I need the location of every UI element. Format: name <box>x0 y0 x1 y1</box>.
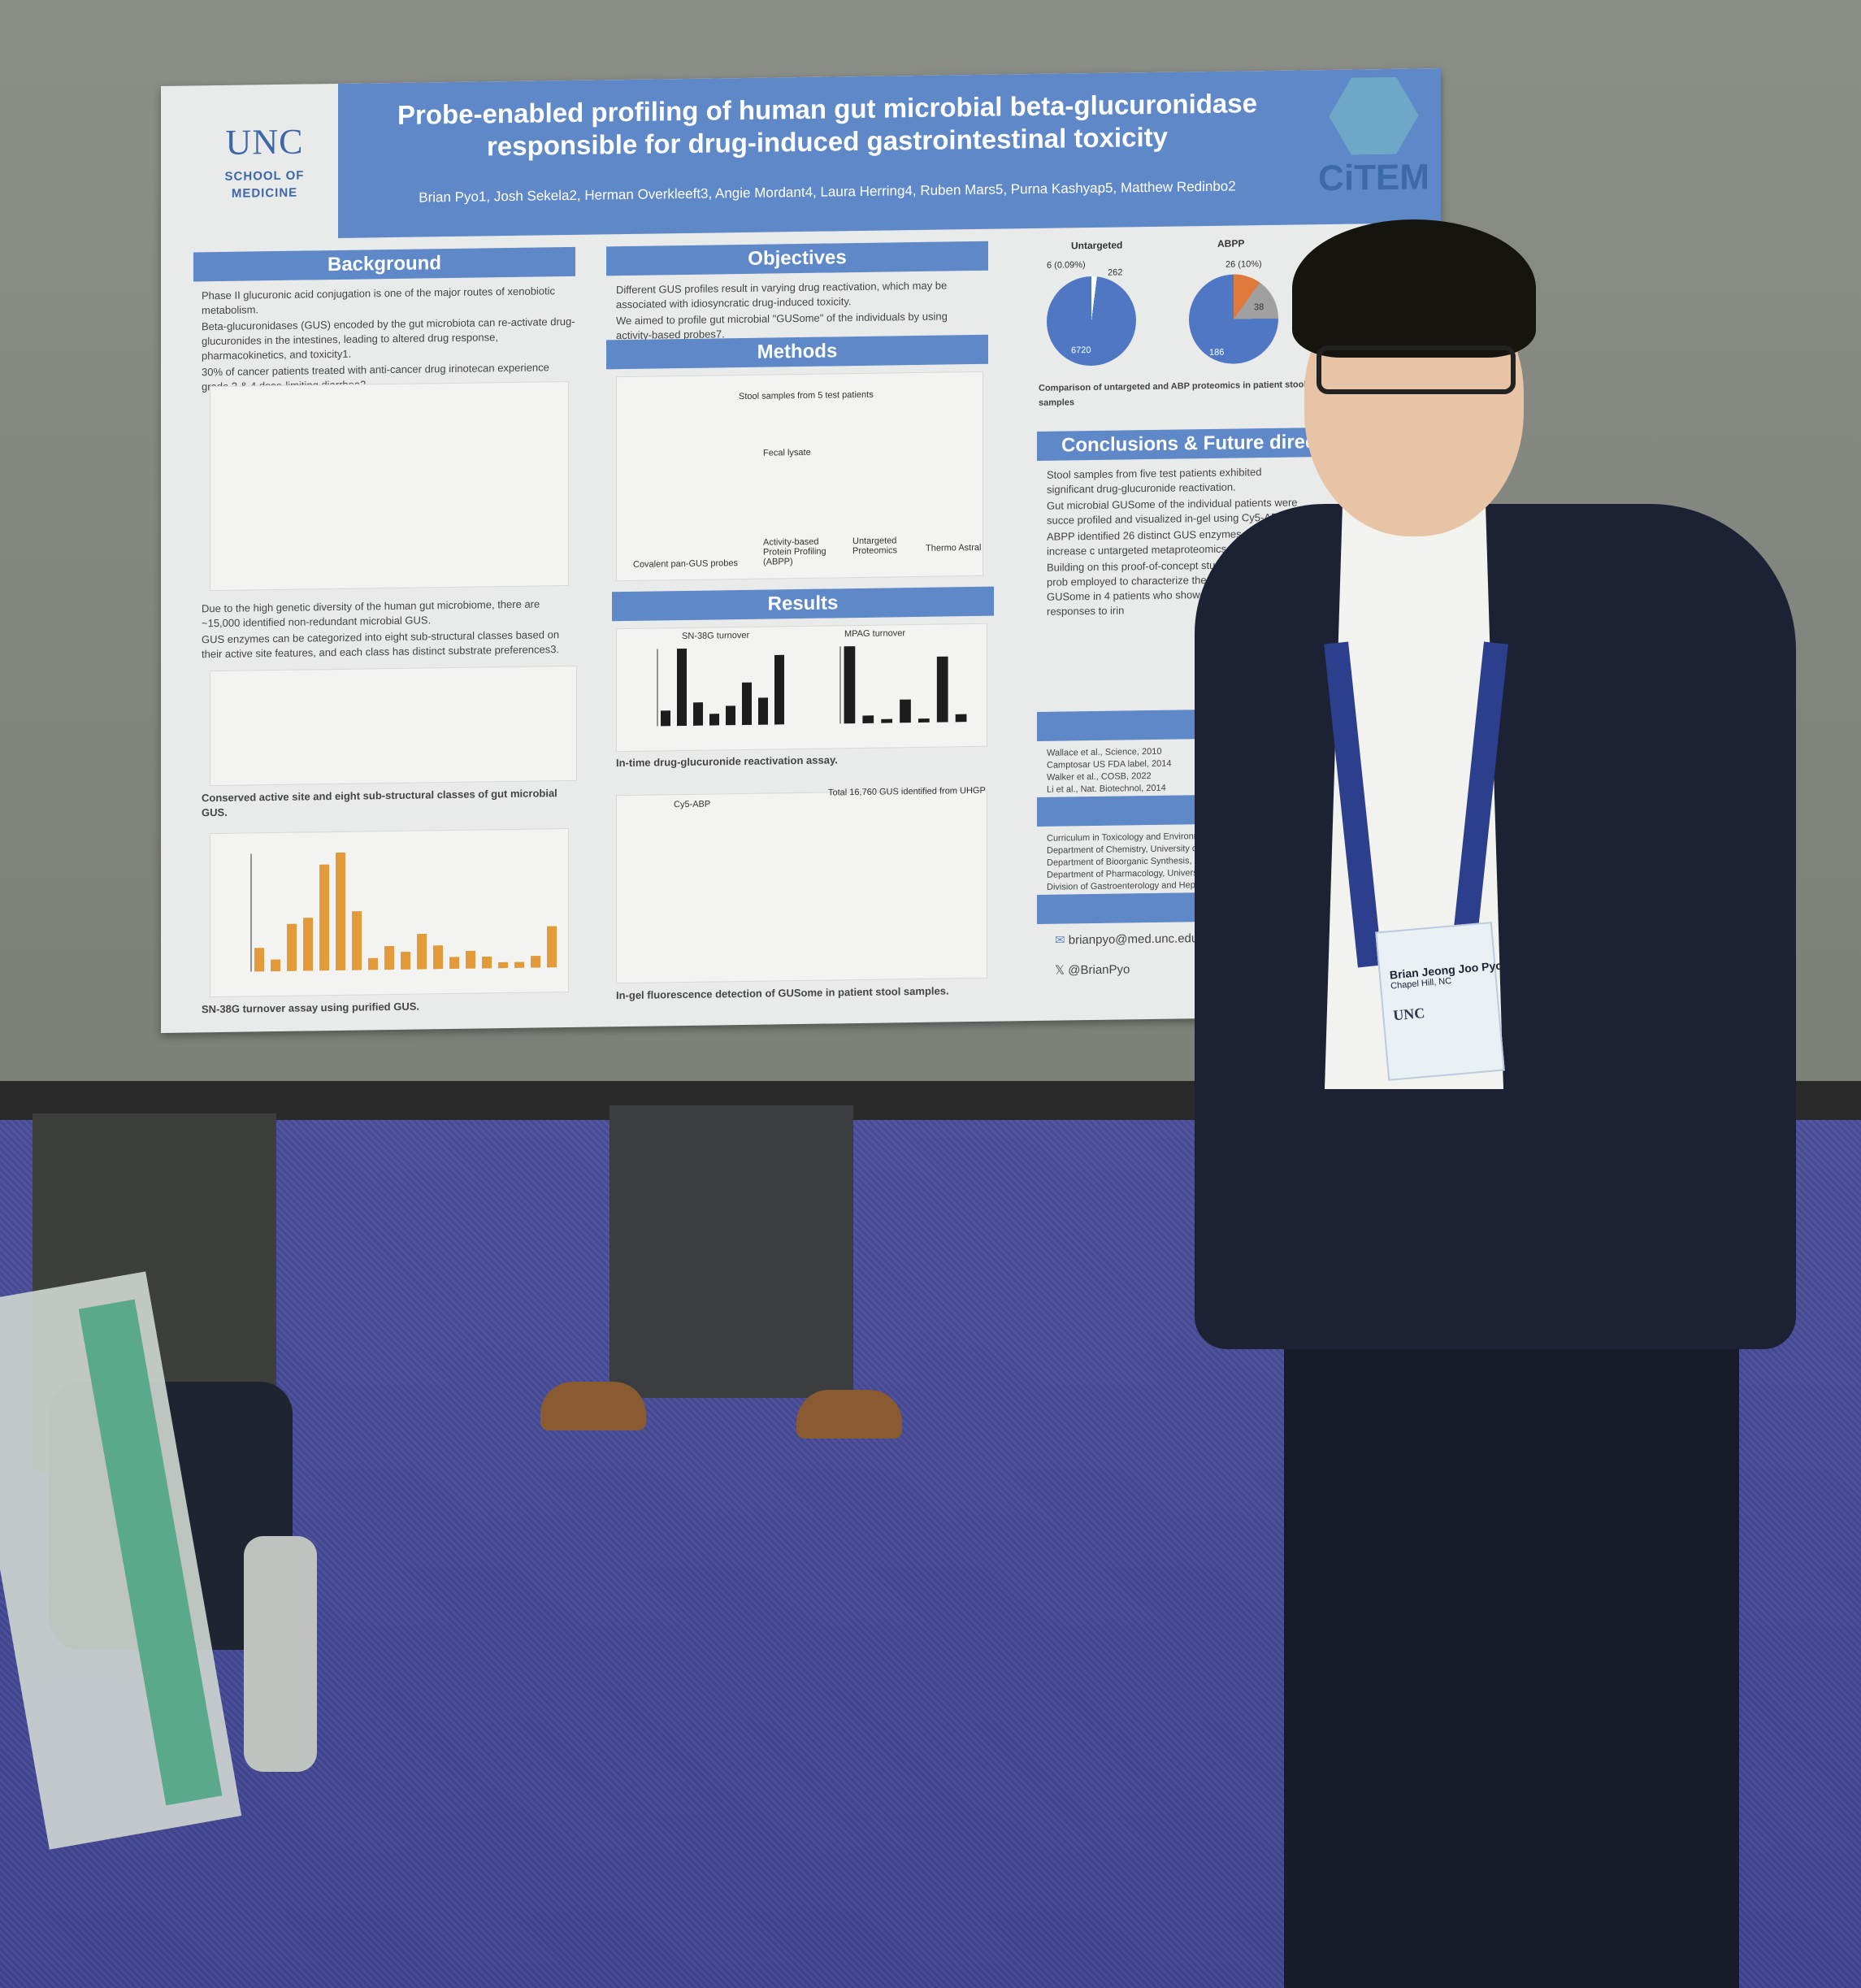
chart-bar <box>547 926 557 968</box>
presenter-glasses <box>1317 345 1516 394</box>
chart-bar <box>677 648 687 727</box>
chart-bar <box>661 710 670 727</box>
left-shoe <box>540 1382 646 1430</box>
chart-bar <box>254 948 264 972</box>
chart-bar <box>336 852 345 970</box>
presenter-hair <box>1292 219 1536 358</box>
chart-bar <box>482 956 492 969</box>
chart-bar <box>271 959 280 972</box>
chart-bar <box>862 715 874 723</box>
right-shoe <box>796 1390 902 1439</box>
chart-bar <box>466 950 475 969</box>
chart-bar <box>881 718 892 723</box>
chart-bar <box>401 951 410 970</box>
turnover-charts: SN-38G turnover MPAG turnover <box>616 623 987 753</box>
chart-bar <box>742 682 752 726</box>
badge-text: Brian Jeong Joo Pyo Chapel Hill, NC UNC <box>1389 958 1503 1024</box>
chart-bar <box>287 923 297 971</box>
chart-bar <box>531 955 540 968</box>
chart-bar <box>303 918 313 971</box>
chart-bar <box>498 961 508 969</box>
chart-bar <box>918 718 930 723</box>
chart-bar <box>774 654 784 725</box>
presenter-trousers <box>1284 1300 1739 1988</box>
chart-bar <box>758 697 768 725</box>
chart-bar <box>709 714 719 726</box>
chart-bar <box>936 656 948 723</box>
purified-gus-bar-chart <box>250 852 557 972</box>
sn38g-turnover-chart <box>657 648 784 727</box>
chart-bar <box>955 714 967 723</box>
chart-bar <box>449 957 459 970</box>
research-poster: UNC SCHOOL OF MEDICINE Probe-enabled pro… <box>161 68 1441 1033</box>
chart-bar <box>514 961 524 968</box>
purified-gus-chart <box>210 827 569 998</box>
chart-bar <box>417 933 427 970</box>
chart-bar <box>368 957 378 970</box>
chart-bar <box>352 911 362 970</box>
chart-bar <box>319 864 329 971</box>
mpag-turnover-chart <box>839 646 967 724</box>
background-person-legs <box>609 1105 853 1398</box>
chart-bar <box>384 945 394 970</box>
chart-bar <box>844 646 856 724</box>
water-bottle <box>244 1536 317 1772</box>
chart-bar <box>900 699 911 723</box>
chart-bar <box>693 702 703 726</box>
chart-bar <box>433 945 443 970</box>
chart-bar <box>726 705 735 726</box>
